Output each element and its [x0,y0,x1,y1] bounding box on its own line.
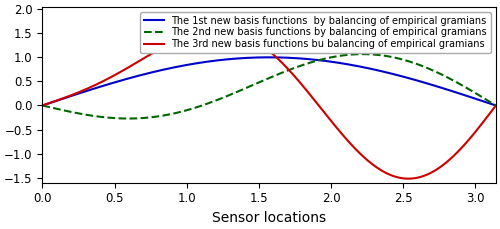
The 1st new basis functions  by balancing of empirical gramians [40,104,46,107]
X-axis label: Sensor locations: Sensor locations [212,211,326,225]
The 2nd new basis functions by balancing of empirical gramians [125,117,131,120]
The 2nd new basis functions by balancing of empirical gramians [86,114,91,117]
The 1st new basis functions  by balancing of empirical gramians [86,89,91,92]
The 3rd new basis functions bu balancing of empirical gramians [402,177,407,180]
The 2nd new basis functions by balancing of empirical gramians [351,53,357,56]
The 2nd new basis functions by balancing of empirical gramians [493,104,499,107]
The 3rd new basis functions bu balancing of empirical gramians [394,176,400,178]
The 3rd new basis functions bu balancing of empirical gramians [223,29,229,31]
The 1st new basis functions  by balancing of empirical gramians [351,64,357,67]
The 3rd new basis functions bu balancing of empirical gramians [240,33,246,36]
The 2nd new basis functions by balancing of empirical gramians [240,88,246,91]
The 2nd new basis functions by balancing of empirical gramians [394,57,400,60]
The 2nd new basis functions by balancing of empirical gramians [402,59,408,62]
The 3rd new basis functions bu balancing of empirical gramians [86,87,91,89]
The 2nd new basis functions by balancing of empirical gramians [40,104,46,107]
The 3rd new basis functions bu balancing of empirical gramians [351,146,357,149]
The 2nd new basis functions by balancing of empirical gramians [360,53,366,55]
Line: The 2nd new basis functions by balancing of empirical gramians: The 2nd new basis functions by balancing… [42,54,496,119]
The 3rd new basis functions bu balancing of empirical gramians [405,177,411,180]
The 1st new basis functions  by balancing of empirical gramians [493,104,499,107]
Line: The 1st new basis functions  by balancing of empirical gramians: The 1st new basis functions by balancing… [42,57,496,106]
The 1st new basis functions  by balancing of empirical gramians [223,58,229,61]
The 3rd new basis functions bu balancing of empirical gramians [40,104,46,107]
The 1st new basis functions  by balancing of empirical gramians [239,57,245,60]
Legend: The 1st new basis functions  by balancing of empirical gramians, The 2nd new bas: The 1st new basis functions by balancing… [140,12,491,53]
The 1st new basis functions  by balancing of empirical gramians [402,76,407,78]
The 3rd new basis functions bu balancing of empirical gramians [214,28,220,31]
The 1st new basis functions  by balancing of empirical gramians [394,74,400,76]
Line: The 3rd new basis functions bu balancing of empirical gramians: The 3rd new basis functions bu balancing… [42,30,496,179]
The 2nd new basis functions by balancing of empirical gramians [223,95,229,98]
The 3rd new basis functions bu balancing of empirical gramians [493,104,499,107]
The 1st new basis functions  by balancing of empirical gramians [266,56,272,59]
